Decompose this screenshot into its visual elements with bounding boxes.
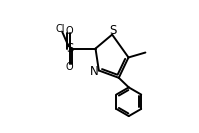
Text: S: S [66,42,73,55]
Text: O: O [66,61,73,72]
Text: Cl: Cl [56,24,65,34]
Text: O: O [66,26,73,36]
Text: N: N [90,65,99,78]
Text: S: S [109,24,116,37]
